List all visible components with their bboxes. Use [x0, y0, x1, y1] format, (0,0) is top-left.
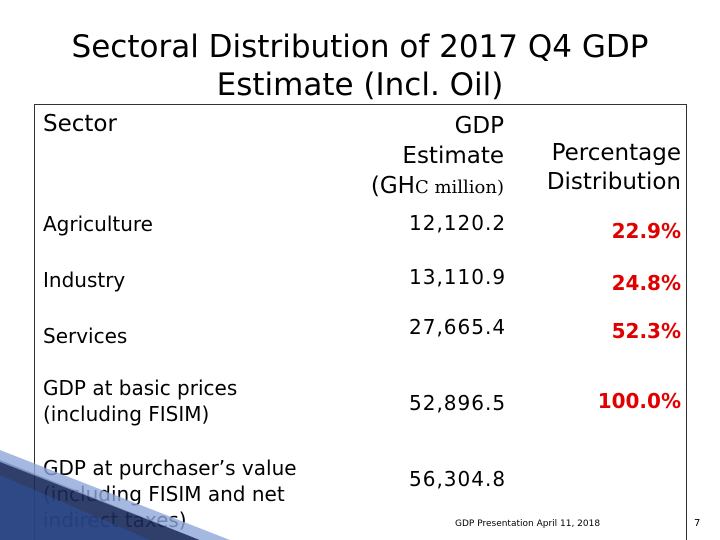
footer-text: GDP Presentation April 11, 2018	[455, 519, 601, 529]
row-label-services: Services	[43, 324, 128, 348]
header-gdp-line-3b: C million)	[414, 177, 504, 198]
row-label-gdp-basic-line-1: GDP at basic prices	[43, 376, 238, 400]
title-line-2: Estimate (Incl. Oil)	[216, 67, 504, 103]
row-pct-agriculture: 22.9%	[611, 219, 681, 243]
header-gdp-line-3: (GHC million)	[324, 171, 504, 203]
row-pct-industry: 24.8%	[611, 271, 681, 295]
row-pct-gdp-basic: 100.0%	[597, 389, 681, 413]
row-label-gdp-basic-line-2: (including FISIM)	[43, 402, 210, 426]
header-gdp-estimate: GDP Estimate (GHC million)	[324, 111, 504, 203]
row-label-agriculture: Agriculture	[43, 212, 153, 236]
header-gdp-line-1: GDP	[454, 113, 504, 139]
row-value-agriculture: 12,120.2	[409, 211, 507, 235]
row-label-gdp-purchaser-line-1: GDP at purchaser’s value	[43, 456, 297, 480]
slide-title: Sectoral Distribution of 2017 Q4 GDP Est…	[40, 28, 680, 104]
header-gdp-line-2: Estimate	[402, 143, 504, 169]
row-value-gdp-basic: 52,896.5	[409, 391, 507, 415]
header-percentage: Percentage Distribution	[511, 139, 681, 197]
row-value-gdp-purchaser: 56,304.8	[409, 467, 507, 491]
row-label-industry: Industry	[43, 268, 126, 292]
swoosh-light	[0, 450, 230, 540]
row-value-industry: 13,110.9	[409, 265, 507, 289]
swoosh-mid	[0, 475, 150, 540]
header-gdp-line-3a: (GH	[370, 173, 415, 199]
gdp-table: Sector GDP Estimate (GHC million) Percen…	[34, 104, 687, 540]
row-pct-services: 52.3%	[611, 319, 681, 343]
header-pct-line-2: Distribution	[546, 169, 681, 195]
header-pct-line-1: Percentage	[551, 140, 681, 166]
page-number: 7	[694, 518, 701, 529]
corner-swoosh-decoration	[0, 450, 230, 540]
row-value-services: 27,665.4	[409, 315, 507, 339]
header-sector: Sector	[43, 111, 117, 137]
row-label-gdp-basic: GDP at basic prices (including FISIM)	[43, 375, 237, 427]
title-line-1: Sectoral Distribution of 2017 Q4 GDP	[71, 29, 649, 65]
